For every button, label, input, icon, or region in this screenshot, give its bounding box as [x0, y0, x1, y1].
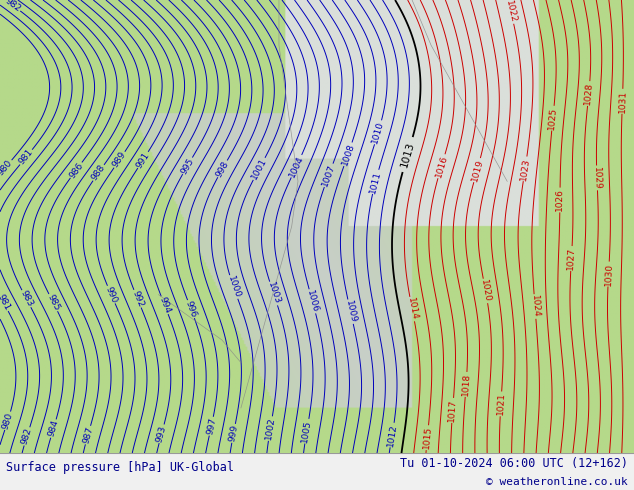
- Text: 980: 980: [0, 158, 15, 177]
- Text: 1009: 1009: [344, 299, 358, 324]
- Text: 1028: 1028: [583, 82, 594, 105]
- Text: 993: 993: [155, 424, 168, 443]
- Text: 1012: 1012: [386, 423, 398, 447]
- Text: 982: 982: [20, 427, 34, 446]
- Text: 1010: 1010: [371, 120, 385, 145]
- Text: 1003: 1003: [266, 281, 281, 306]
- Text: 1029: 1029: [592, 166, 602, 190]
- Text: 991: 991: [134, 150, 152, 170]
- Text: 990: 990: [104, 285, 119, 304]
- Text: 985: 985: [46, 293, 61, 312]
- Text: 1018: 1018: [461, 372, 472, 396]
- Text: 1007: 1007: [320, 163, 337, 188]
- Text: 986: 986: [67, 161, 85, 180]
- Text: 1024: 1024: [529, 295, 540, 318]
- Text: 984: 984: [47, 419, 60, 438]
- Text: Surface pressure [hPa] UK-Global: Surface pressure [hPa] UK-Global: [6, 462, 235, 474]
- Text: 1011: 1011: [368, 170, 383, 194]
- Text: 1019: 1019: [470, 158, 484, 182]
- Text: 989: 989: [111, 150, 128, 170]
- Text: 1031: 1031: [618, 90, 627, 113]
- Text: 983: 983: [18, 289, 34, 308]
- Text: 980: 980: [1, 411, 15, 430]
- Text: 1022: 1022: [504, 0, 518, 24]
- Text: 1016: 1016: [434, 154, 449, 178]
- Text: 996: 996: [184, 299, 198, 319]
- Text: 1001: 1001: [250, 157, 268, 181]
- Text: 988: 988: [90, 163, 107, 182]
- Text: 994: 994: [157, 295, 172, 315]
- Text: 1017: 1017: [448, 398, 458, 422]
- Text: 1027: 1027: [566, 247, 576, 270]
- Text: 981: 981: [17, 147, 35, 167]
- Text: 1006: 1006: [305, 289, 320, 314]
- Text: 1026: 1026: [555, 189, 564, 212]
- Text: 1000: 1000: [226, 275, 242, 299]
- Text: 998: 998: [214, 159, 231, 178]
- Text: 992: 992: [130, 289, 145, 308]
- Text: 1008: 1008: [340, 142, 356, 167]
- Text: 982: 982: [3, 0, 22, 14]
- Text: 1020: 1020: [479, 279, 492, 303]
- Text: 1025: 1025: [547, 106, 559, 130]
- Text: 997: 997: [205, 417, 217, 436]
- Text: 1030: 1030: [604, 262, 614, 286]
- Text: 1004: 1004: [288, 154, 306, 178]
- Text: 1014: 1014: [406, 297, 418, 321]
- Text: 981: 981: [0, 293, 11, 312]
- Text: © weatheronline.co.uk: © weatheronline.co.uk: [486, 477, 628, 487]
- Text: Tu 01-10-2024 06:00 UTC (12+162): Tu 01-10-2024 06:00 UTC (12+162): [399, 457, 628, 470]
- Text: 995: 995: [179, 156, 196, 175]
- Text: 1023: 1023: [519, 157, 531, 181]
- Text: 1015: 1015: [422, 426, 433, 449]
- Text: 1002: 1002: [264, 416, 276, 441]
- Text: 987: 987: [81, 425, 94, 444]
- Text: 1005: 1005: [301, 419, 313, 443]
- Text: 1021: 1021: [496, 392, 506, 416]
- Text: 999: 999: [228, 424, 240, 442]
- Text: 1013: 1013: [399, 141, 416, 169]
